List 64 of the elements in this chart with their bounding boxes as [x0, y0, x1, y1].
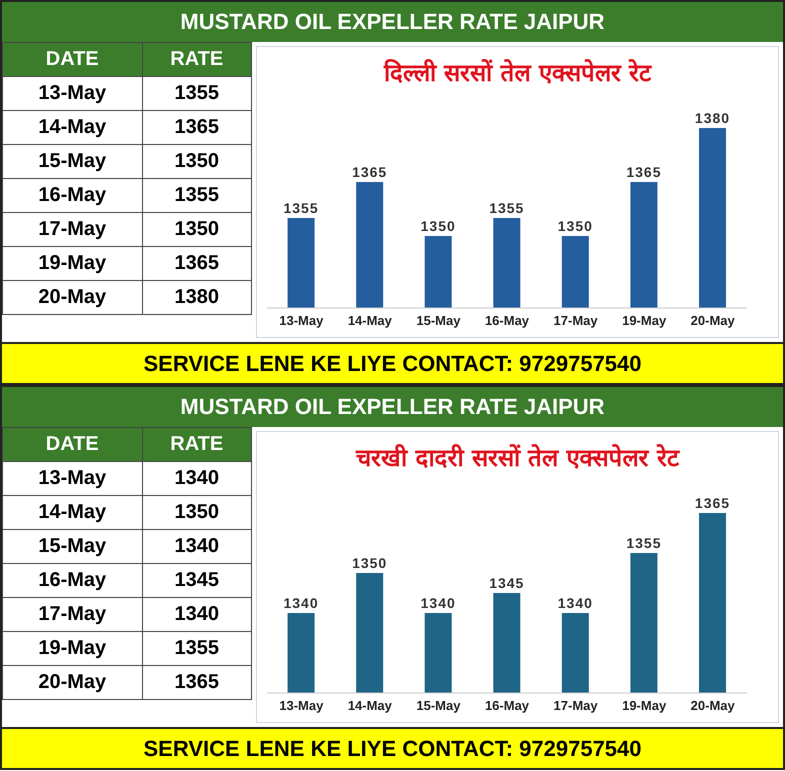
chart-title: चरखी दादरी सरसों तेल एक्सपेलर रेट [354, 443, 681, 473]
data-label: 1365 [142, 110, 252, 144]
data-label: 1355 [142, 632, 252, 666]
x-tick-label: 20-May [690, 698, 736, 714]
x-tick-label: 16-May [484, 698, 530, 714]
data-label: 1365 [142, 246, 252, 280]
data-label: 1365 [626, 164, 662, 180]
data-label: 1380 [142, 280, 252, 314]
text: RATE [142, 428, 252, 462]
x-tick-label: 17-May [554, 698, 598, 714]
data-label: 1350 [142, 212, 252, 246]
data-label: 1340 [420, 595, 456, 611]
text: DATE [2, 42, 142, 76]
data-label: 1355 [489, 200, 524, 216]
x-tick-label: 13-May [279, 313, 324, 328]
category-label: 16-May [2, 178, 142, 212]
text: MUSTARD OIL EXPELLER RATE JAIPUR [2, 2, 783, 42]
category-label: 17-May [2, 212, 142, 246]
data-label: 1365 [142, 666, 252, 700]
data-label: 1350 [352, 555, 388, 571]
data-label: 1345 [489, 575, 524, 591]
x-tick-label: 19-May [622, 698, 667, 714]
category-label: 17-May [2, 598, 142, 632]
data-label: 1340 [142, 598, 252, 632]
category-label: 14-May [2, 496, 142, 530]
category-label: 13-May [2, 462, 142, 496]
category-label: 15-May [2, 144, 142, 178]
x-tick-label: 15-May [416, 698, 462, 714]
data-label: 1350 [142, 144, 252, 178]
text: SERVICE LENE KE LIYE CONTACT: 9729757540 [2, 342, 783, 383]
chart-title: दिल्ली सरसों तेल एक्सपेलर रेट [382, 58, 653, 88]
category-label: 15-May [2, 530, 142, 564]
data-label: 1355 [142, 178, 252, 212]
data-label: 1350 [142, 496, 252, 530]
x-tick-label: 14-May [348, 313, 393, 328]
x-tick-label: 16-May [484, 313, 530, 328]
data-label: 1340 [558, 595, 593, 611]
category-label: 13-May [2, 76, 142, 110]
x-tick-label: 13-May [279, 698, 324, 714]
x-tick-label: 14-May [348, 698, 393, 714]
data-label: 1355 [283, 200, 319, 216]
data-label: 1350 [558, 218, 593, 234]
data-label: 1355 [142, 76, 252, 110]
data-label: 1340 [142, 462, 252, 496]
text: RATE [142, 42, 252, 76]
data-label: 1345 [142, 564, 252, 598]
text: SERVICE LENE KE LIYE CONTACT: 9729757540 [2, 727, 783, 768]
data-label: 1365 [694, 495, 730, 511]
category-label: 19-May [2, 632, 142, 666]
category-label: 16-May [2, 564, 142, 598]
x-tick-label: 15-May [416, 313, 462, 328]
x-tick-label: 17-May [554, 313, 598, 328]
text: DATE [2, 428, 142, 462]
data-label: 1340 [283, 595, 319, 611]
data-label: 1355 [626, 535, 662, 551]
data-label: 1350 [420, 218, 456, 234]
category-label: 14-May [2, 110, 142, 144]
x-tick-label: 20-May [690, 313, 736, 328]
data-label: 1380 [694, 110, 730, 126]
data-label: 1340 [142, 530, 252, 564]
data-label: 1365 [352, 164, 388, 180]
text: MUSTARD OIL EXPELLER RATE JAIPUR [2, 387, 783, 427]
x-tick-label: 19-May [622, 313, 667, 328]
category-label: 19-May [2, 246, 142, 280]
